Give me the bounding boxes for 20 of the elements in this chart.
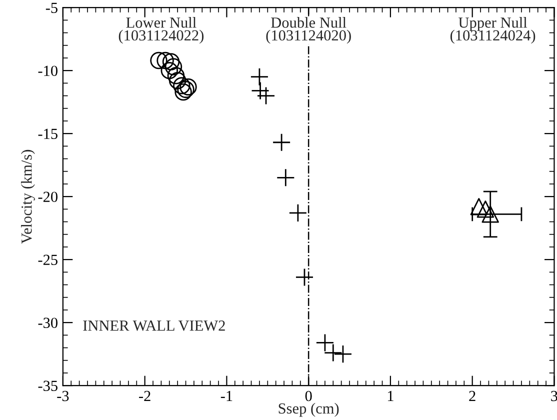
x-tick-label: 0 bbox=[305, 390, 312, 402]
y-tick-label: -25 bbox=[38, 254, 58, 266]
annotation: INNER WALL VIEW2 bbox=[83, 320, 225, 331]
x-tick-label: -3 bbox=[57, 390, 69, 402]
y-tick-label: -10 bbox=[38, 66, 58, 76]
annotation: Lower Null (1031124022) bbox=[118, 17, 204, 44]
y-tick-label: -35 bbox=[38, 380, 58, 392]
x-axis-title: Ssep (cm) bbox=[278, 402, 339, 417]
y-tick-label: -20 bbox=[38, 192, 58, 202]
annotation: Upper Null (1031124024) bbox=[450, 17, 536, 44]
x-tick-label: 1 bbox=[388, 390, 394, 402]
x-tick-label: 2 bbox=[469, 390, 476, 402]
y-tick-label: -30 bbox=[38, 318, 58, 328]
annotation: Double Null (1031124020) bbox=[266, 17, 351, 44]
y-axis-title: Velocity (km/s) bbox=[21, 150, 35, 244]
y-tick-label: -5 bbox=[46, 2, 58, 14]
x-tick-label: -2 bbox=[139, 390, 150, 402]
x-tick-label: 3 bbox=[551, 390, 557, 402]
x-tick-label: -1 bbox=[220, 390, 232, 402]
y-tick-label: -15 bbox=[38, 128, 58, 140]
